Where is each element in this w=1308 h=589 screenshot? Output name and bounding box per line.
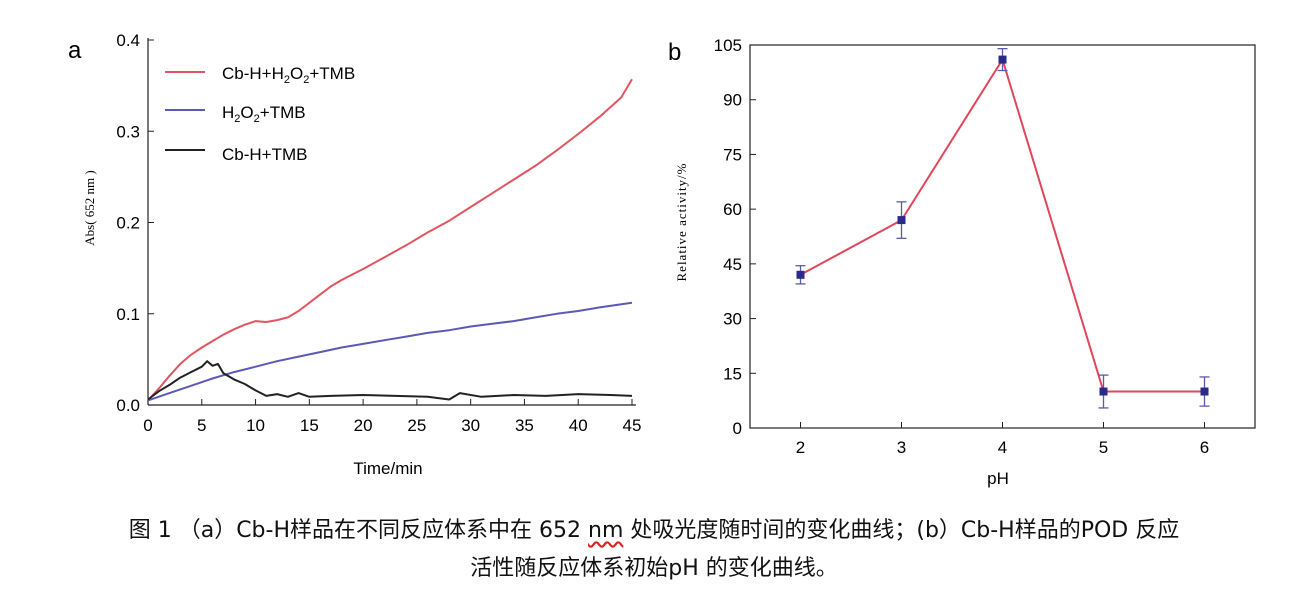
- panel-b-series: [795, 47, 1210, 409]
- panel-a-ylabel: Abs( 652 nm ): [82, 170, 97, 245]
- panel-a-series-line-2: [147, 301, 633, 402]
- legend-label-h2o2-tmb: H2O2+TMB: [222, 103, 306, 125]
- legend-label-cbh-tmb: Cb-H+TMB: [222, 145, 307, 164]
- legend-item-cbh-tmb: Cb-H+TMB: [165, 145, 307, 164]
- panel-a-xtick-label: 30: [461, 416, 480, 435]
- panel-b-label: b: [668, 39, 681, 66]
- panel-a-ytick-label: 0.4: [116, 31, 140, 50]
- panel-a-xtick-label: 25: [407, 416, 426, 435]
- figure-caption-line-2: 活性随反应体系初始pH 的变化曲线。: [470, 556, 838, 581]
- panel-a-series-line-3: [147, 360, 633, 401]
- panel-b-data-point: [897, 216, 906, 225]
- panel-a-legend: Cb-H+H2O2+TMB H2O2+TMB Cb-H+TMB: [165, 64, 355, 164]
- panel-b-ylabel: Relative activity/%: [674, 163, 689, 282]
- panel-b-xtick-label: 2: [796, 438, 805, 457]
- panel-a-ytick-label: 0.2: [116, 214, 140, 233]
- panel-a-xtick-label: 20: [354, 416, 373, 435]
- panel-a-ytick-label: 0.1: [116, 305, 140, 324]
- panel-a-series-line-1: [147, 78, 633, 402]
- panel-a-axes: 0.0 0.1 0.2 0.3 0.4 0 5 10 15 20 25 30 35 40 45: [116, 31, 641, 435]
- panel-b-xlabel: pH: [987, 469, 1009, 488]
- panel-b-ytick-label: 15: [723, 364, 742, 383]
- panel-b-data-point: [998, 55, 1007, 64]
- panel-a-ytick-label: 0.0: [116, 396, 140, 415]
- panel-b-ytick-label: 45: [723, 255, 742, 274]
- panel-b-ytick-label: 0: [733, 419, 742, 438]
- panel-a-xtick-label: 45: [623, 416, 642, 435]
- panel-b-series-line: [800, 58, 1205, 393]
- panel-b-xtick-label: 5: [1099, 438, 1108, 457]
- panel-a-label: a: [68, 37, 82, 64]
- caption-line-1-post: 处吸光度随时间的变化曲线；(b）Cb-H样品的POD 反应: [623, 518, 1180, 543]
- panel-b-ytick-label: 75: [723, 145, 742, 164]
- legend-item-cbh-h2o2-tmb: Cb-H+H2O2+TMB: [165, 64, 355, 86]
- legend-item-h2o2-tmb: H2O2+TMB: [165, 103, 306, 125]
- panel-a-xtick-label: 40: [569, 416, 588, 435]
- panel-b-xtick-label: 4: [998, 438, 1007, 457]
- panel-b-xtick-label: 6: [1200, 438, 1209, 457]
- panel-b-plot-frame: [749, 44, 1256, 429]
- caption-line-1-pre: 图 1 （a）Cb-H样品在不同反应体系中在 652: [128, 518, 588, 543]
- panel-a-xtick-label: 10: [246, 416, 265, 435]
- panel-a-xlabel: Time/min: [353, 459, 422, 478]
- panel-a-xtick-label: 15: [300, 416, 319, 435]
- panel-b-xtick-label: 3: [897, 438, 906, 457]
- panel-b-ytick-label: 90: [723, 91, 742, 110]
- legend-label-cbh-h2o2-tmb: Cb-H+H2O2+TMB: [222, 64, 355, 86]
- panel-b-ytick-label: 30: [723, 310, 742, 329]
- panel-b-ytick-label: 60: [723, 200, 742, 219]
- panel-a-xtick-label: 35: [515, 416, 534, 435]
- figure-plots: a 0.00.10.20.30.40 5 10 15 20 25 30 35 40 45 Abs(…: [68, 31, 1256, 488]
- panel-a-xtick-label: 0: [143, 416, 152, 435]
- figure-caption-line-1: 图 1 （a）Cb-H样品在不同反应体系中在 652 nm 处吸光度随时间的变化…: [0, 512, 1308, 544]
- panel-b-data-point: [796, 270, 805, 279]
- panel-b-ytick-label: 105: [714, 36, 742, 55]
- panel-a-xtick-label: 5: [197, 416, 206, 435]
- panel-a-chart: a 0.0 0.1 0.2 0.3 0.4 0 5 10 15 20 25 30 35 40 45 Abs(…: [68, 31, 641, 478]
- panel-b-data-point: [1200, 387, 1209, 396]
- panel-b-data-point: [1099, 387, 1108, 396]
- panel-a-series: [147, 78, 633, 402]
- panel-a-ytick-label: 0.3: [116, 122, 140, 141]
- caption-line-1-nm: nm: [588, 518, 624, 543]
